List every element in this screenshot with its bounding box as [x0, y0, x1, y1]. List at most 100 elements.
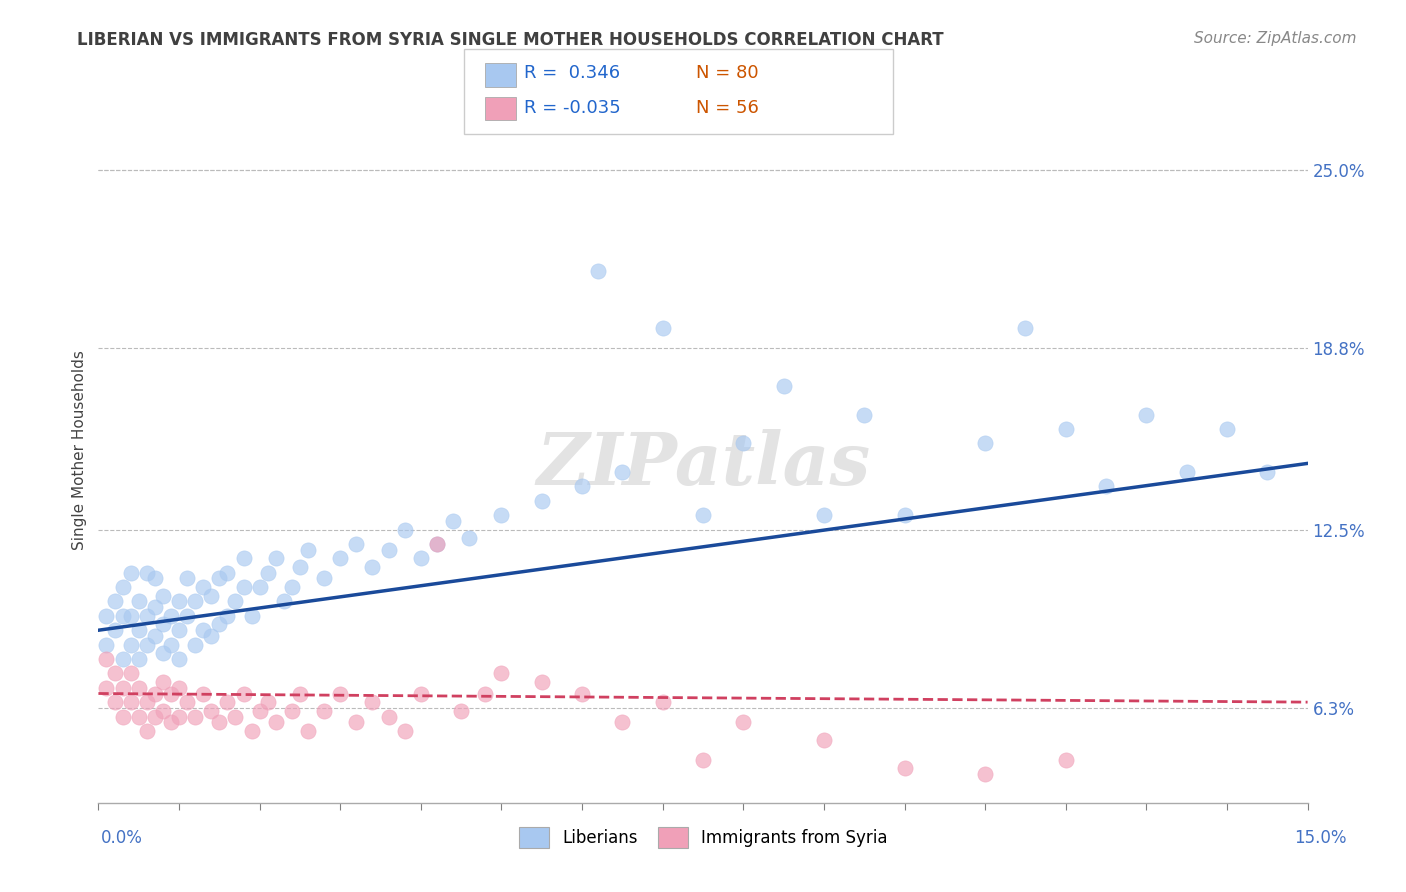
Point — [1135, 408, 1157, 422]
Point — [249, 704, 271, 718]
Text: R =  0.346: R = 0.346 — [524, 64, 620, 82]
Point — [111, 580, 134, 594]
Point — [200, 629, 222, 643]
Point — [458, 531, 481, 545]
Point — [441, 514, 464, 528]
Point — [692, 753, 714, 767]
Point — [128, 681, 150, 695]
Point — [135, 638, 157, 652]
Y-axis label: Single Mother Households: Single Mother Households — [72, 351, 87, 550]
Point — [329, 551, 352, 566]
Point — [184, 709, 207, 723]
Point — [409, 686, 432, 700]
Point — [571, 479, 593, 493]
Point — [96, 652, 118, 666]
Text: N = 80: N = 80 — [696, 64, 759, 82]
Point — [530, 493, 553, 508]
Point — [120, 608, 142, 623]
Point — [692, 508, 714, 523]
Point — [314, 704, 336, 718]
Text: N = 56: N = 56 — [696, 99, 759, 117]
Point — [232, 686, 254, 700]
Point — [232, 580, 254, 594]
Point — [176, 695, 198, 709]
Point — [120, 666, 142, 681]
Text: LIBERIAN VS IMMIGRANTS FROM SYRIA SINGLE MOTHER HOUSEHOLDS CORRELATION CHART: LIBERIAN VS IMMIGRANTS FROM SYRIA SINGLE… — [77, 31, 943, 49]
Point — [329, 686, 352, 700]
Point — [111, 608, 134, 623]
Point — [491, 666, 513, 681]
Legend: Liberians, Immigrants from Syria: Liberians, Immigrants from Syria — [512, 821, 894, 855]
Point — [813, 732, 835, 747]
Point — [377, 709, 399, 723]
Point — [160, 715, 183, 730]
Point — [1216, 422, 1239, 436]
Point — [143, 686, 166, 700]
Point — [208, 617, 231, 632]
Point — [167, 709, 190, 723]
Point — [184, 594, 207, 608]
Point — [256, 566, 278, 580]
Point — [217, 566, 239, 580]
Point — [256, 695, 278, 709]
Point — [128, 594, 150, 608]
Point — [167, 681, 190, 695]
Point — [426, 537, 449, 551]
Point — [344, 715, 367, 730]
Point — [409, 551, 432, 566]
Point — [314, 571, 336, 585]
Point — [586, 263, 609, 277]
Text: 0.0%: 0.0% — [101, 829, 143, 847]
Point — [143, 709, 166, 723]
Point — [135, 566, 157, 580]
Point — [394, 523, 416, 537]
Point — [208, 715, 231, 730]
Point — [612, 715, 634, 730]
Point — [152, 617, 174, 632]
Point — [974, 436, 997, 450]
Point — [224, 594, 246, 608]
Point — [361, 560, 384, 574]
Point — [120, 638, 142, 652]
Point — [103, 594, 125, 608]
Point — [143, 600, 166, 615]
Point — [651, 321, 673, 335]
Point — [474, 686, 496, 700]
Point — [128, 624, 150, 638]
Point — [152, 704, 174, 718]
Point — [491, 508, 513, 523]
Point — [361, 695, 384, 709]
Point — [733, 715, 755, 730]
Point — [111, 709, 134, 723]
Point — [281, 580, 304, 594]
Point — [612, 465, 634, 479]
Point — [167, 652, 190, 666]
Point — [111, 681, 134, 695]
Point — [184, 638, 207, 652]
Point — [135, 723, 157, 738]
Point — [160, 686, 183, 700]
Point — [264, 551, 287, 566]
Point — [128, 652, 150, 666]
Point — [1014, 321, 1036, 335]
Point — [103, 624, 125, 638]
Point — [120, 695, 142, 709]
Point — [135, 608, 157, 623]
Point — [1256, 465, 1278, 479]
Point — [96, 681, 118, 695]
Point — [530, 675, 553, 690]
Point — [853, 408, 876, 422]
Point — [571, 686, 593, 700]
Point — [772, 378, 794, 392]
Point — [143, 571, 166, 585]
Point — [167, 594, 190, 608]
Point — [96, 638, 118, 652]
Text: R = -0.035: R = -0.035 — [524, 99, 621, 117]
Point — [176, 608, 198, 623]
Point — [176, 571, 198, 585]
Point — [240, 723, 263, 738]
Point — [297, 723, 319, 738]
Point — [193, 686, 215, 700]
Point — [135, 695, 157, 709]
Point — [1095, 479, 1118, 493]
